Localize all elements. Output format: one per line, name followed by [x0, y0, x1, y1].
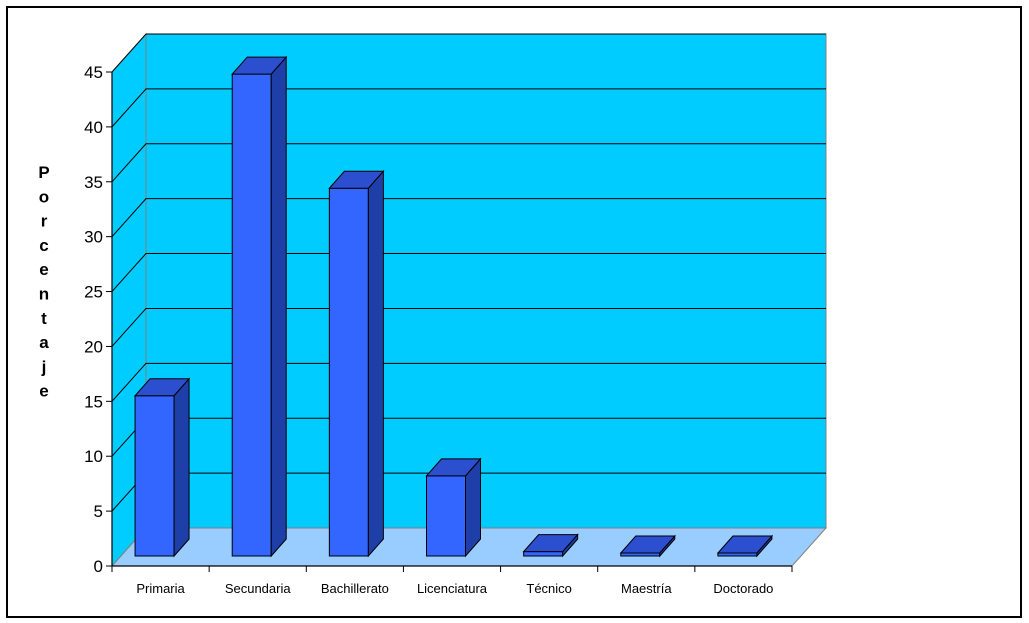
- x-category-label: Licenciatura: [417, 581, 488, 596]
- bar-side: [173, 377, 190, 558]
- bar-front: [231, 73, 272, 557]
- gridline: [111, 253, 826, 292]
- bar-side: [270, 55, 287, 558]
- axes: [106, 71, 793, 572]
- y-tick-label: 20: [84, 337, 103, 356]
- bar: [231, 55, 288, 558]
- bars: [133, 55, 774, 558]
- bar: [716, 534, 774, 558]
- y-axis-label-letter: j: [41, 357, 47, 376]
- gridline: [111, 33, 826, 73]
- bar-top: [231, 56, 288, 75]
- y-axis-label-letter: P: [38, 163, 49, 182]
- bar-front: [134, 395, 175, 557]
- y-tick-labels: 0 5 10 15 20 25 30 35 40 45: [84, 63, 103, 576]
- bar-top: [522, 534, 579, 553]
- y-axis-label-letter: e: [39, 260, 48, 279]
- bar: [522, 533, 579, 558]
- y-tick-label: 35: [84, 173, 103, 192]
- bar-side: [367, 169, 384, 558]
- gridline: [111, 362, 826, 402]
- x-category-label: Secundaria: [225, 581, 292, 596]
- y-axis-label-letter: e: [39, 382, 48, 401]
- bar: [425, 457, 482, 558]
- bar-top: [619, 535, 676, 554]
- bar-front: [328, 187, 369, 557]
- bar-top: [328, 170, 385, 189]
- gridline: [111, 307, 826, 347]
- y-tick-label: 40: [84, 118, 103, 137]
- x-category-label: Técnico: [526, 581, 572, 596]
- bar-front: [523, 551, 564, 557]
- bar-front: [426, 475, 466, 557]
- gridline: [111, 143, 826, 183]
- y-axis-label-letter: c: [39, 236, 48, 255]
- y-axis-label-letter: n: [39, 285, 49, 304]
- y-axis-label-letter: a: [39, 333, 49, 352]
- bar-top: [133, 378, 191, 397]
- y-tick-label: 10: [84, 447, 103, 466]
- bar-top: [716, 535, 774, 554]
- x-category-labels: Primaria Secundaria Bachillerato Licenciatu…: [136, 581, 773, 596]
- gridline: [111, 198, 826, 238]
- y-tick-label: 25: [84, 283, 103, 302]
- x-category-label: Doctorado: [713, 581, 773, 596]
- x-category-label: Primaria: [136, 581, 185, 596]
- x-category-label: Bachillerato: [321, 581, 389, 596]
- x-category-label: Maestría: [621, 581, 672, 596]
- y-tick-label: 45: [84, 63, 103, 82]
- y-axis-label-letter: t: [41, 309, 47, 328]
- y-tick-label: 30: [84, 228, 103, 247]
- y-axis-label-letter: r: [41, 212, 48, 231]
- y-tick-label: 0: [94, 557, 103, 576]
- gridline: [111, 88, 826, 128]
- bar: [619, 534, 676, 558]
- y-tick-label: 15: [84, 392, 103, 411]
- y-axis-label-letter: o: [39, 187, 49, 206]
- y-tick-label: 5: [94, 502, 103, 521]
- bar: [328, 169, 385, 558]
- bar-top: [425, 458, 482, 477]
- bar: [133, 377, 191, 558]
